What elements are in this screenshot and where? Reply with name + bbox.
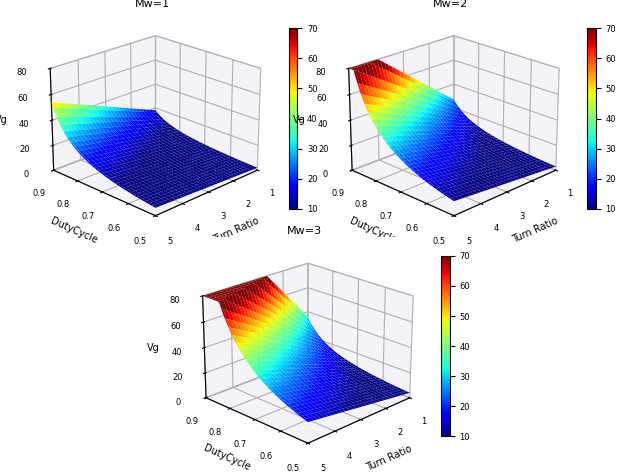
X-axis label: Turn Ratio: Turn Ratio [212,216,261,245]
Title: Mw=3: Mw=3 [287,226,323,236]
Y-axis label: DutyCycle: DutyCycle [50,216,99,245]
X-axis label: Turn Ratio: Turn Ratio [364,443,413,473]
Title: Mw=1: Mw=1 [135,0,170,9]
Y-axis label: DutyCycle: DutyCycle [202,443,251,473]
Title: Mw=2: Mw=2 [433,0,469,9]
Y-axis label: DutyCycle: DutyCycle [348,216,398,245]
X-axis label: Turn Ratio: Turn Ratio [511,216,559,245]
